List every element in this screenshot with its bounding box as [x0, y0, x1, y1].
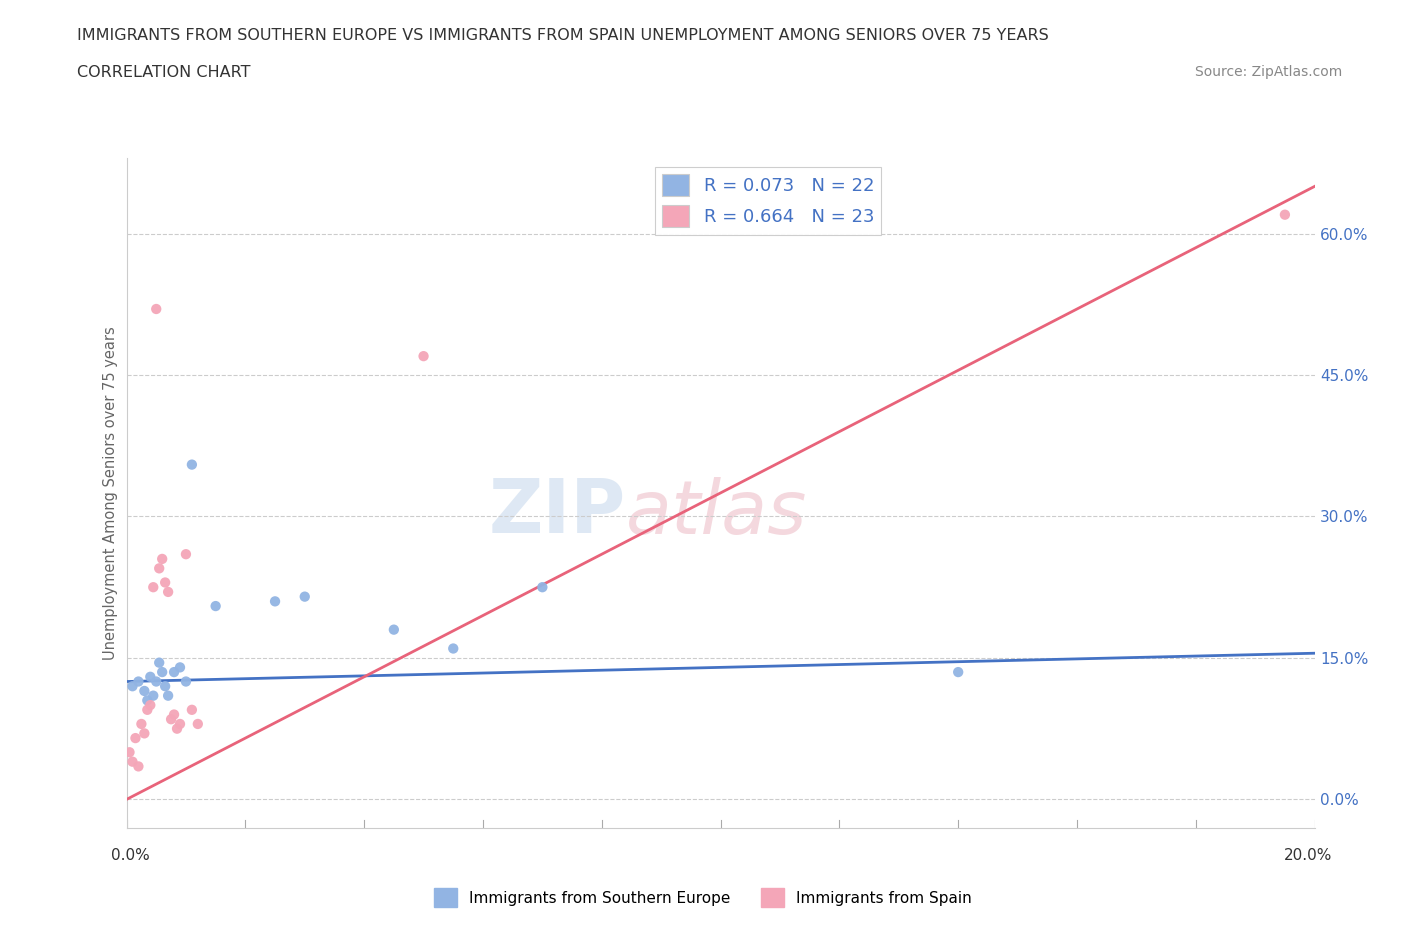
- Point: [169, 716, 191, 731]
- Text: atlas: atlas: [626, 477, 807, 549]
- Point: [150, 551, 173, 566]
- Legend: Immigrants from Southern Europe, Immigrants from Spain: Immigrants from Southern Europe, Immigra…: [427, 883, 979, 913]
- Point: [157, 584, 180, 599]
- Text: 0.0%: 0.0%: [111, 848, 150, 863]
- Point: [163, 665, 186, 680]
- Text: IMMIGRANTS FROM SOUTHERN EUROPE VS IMMIGRANTS FROM SPAIN UNEMPLOYMENT AMONG SENI: IMMIGRANTS FROM SOUTHERN EUROPE VS IMMIG…: [77, 28, 1049, 43]
- Y-axis label: Unemployment Among Seniors over 75 years: Unemployment Among Seniors over 75 years: [103, 326, 118, 659]
- Point: [139, 698, 162, 712]
- Point: [118, 745, 141, 760]
- Point: [121, 679, 143, 694]
- Point: [180, 458, 202, 472]
- Point: [166, 722, 188, 737]
- Point: [412, 349, 434, 364]
- Text: 20.0%: 20.0%: [1284, 848, 1331, 863]
- Point: [441, 641, 464, 656]
- Point: [142, 579, 165, 594]
- Point: [153, 575, 176, 590]
- Point: [187, 716, 209, 731]
- Point: [948, 665, 970, 680]
- Point: [1274, 207, 1296, 222]
- Point: [131, 716, 153, 731]
- Text: Source: ZipAtlas.com: Source: ZipAtlas.com: [1195, 65, 1343, 79]
- Point: [134, 726, 156, 741]
- Point: [136, 702, 159, 717]
- Point: [121, 754, 143, 769]
- Point: [180, 702, 202, 717]
- Point: [174, 547, 197, 562]
- Text: CORRELATION CHART: CORRELATION CHART: [77, 65, 250, 80]
- Point: [382, 622, 405, 637]
- Point: [127, 674, 149, 689]
- Point: [145, 301, 167, 316]
- Point: [174, 674, 197, 689]
- Legend: R = 0.073   N = 22, R = 0.664   N = 23: R = 0.073 N = 22, R = 0.664 N = 23: [655, 167, 882, 234]
- Point: [204, 599, 226, 614]
- Point: [148, 561, 170, 576]
- Point: [157, 688, 180, 703]
- Point: [139, 670, 162, 684]
- Point: [169, 660, 191, 675]
- Point: [127, 759, 149, 774]
- Point: [148, 656, 170, 671]
- Point: [145, 674, 167, 689]
- Point: [264, 594, 287, 609]
- Point: [294, 590, 316, 604]
- Point: [153, 679, 176, 694]
- Point: [142, 688, 165, 703]
- Point: [134, 684, 156, 698]
- Point: [136, 693, 159, 708]
- Point: [150, 665, 173, 680]
- Point: [531, 579, 554, 594]
- Point: [160, 711, 183, 726]
- Point: [163, 707, 186, 722]
- Point: [124, 731, 146, 746]
- Text: ZIP: ZIP: [488, 476, 626, 550]
